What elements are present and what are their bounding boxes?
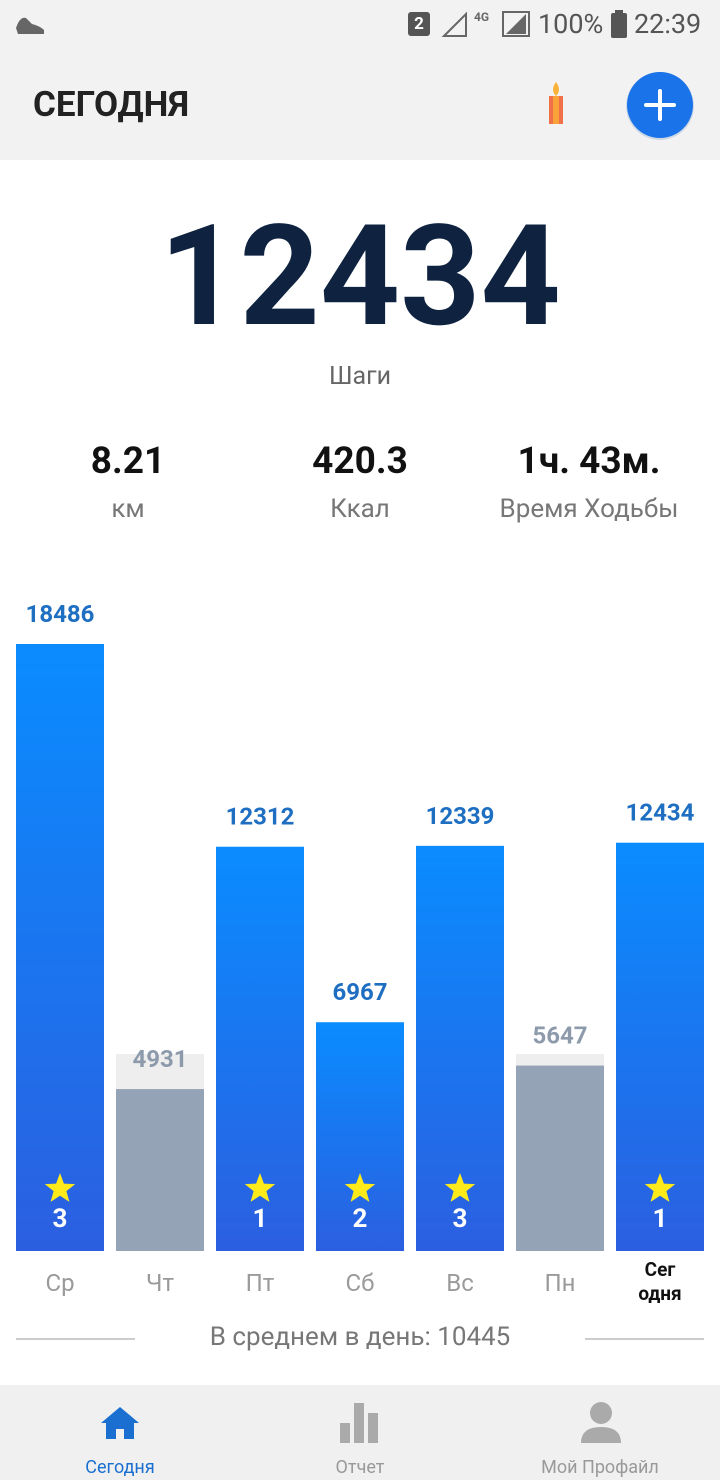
stat-value: 8.21 xyxy=(90,440,166,483)
weekly-chart: 18486 3 4931 12312 1 6967 2 12339 3 5647 12434 1 xyxy=(16,600,704,1251)
star-icon xyxy=(444,1173,476,1202)
value-label: 4931 xyxy=(132,1045,187,1073)
app-icon xyxy=(16,17,44,34)
bar xyxy=(116,1089,204,1251)
x-tick-label: Сб xyxy=(345,1269,375,1297)
bottom-nav xyxy=(0,1385,720,1480)
battery-percent: 100% xyxy=(538,8,604,40)
value-label: 12339 xyxy=(426,802,495,830)
streak-icon[interactable] xyxy=(544,80,568,126)
home-icon[interactable] xyxy=(100,1405,140,1441)
value-label: 5647 xyxy=(532,1022,587,1050)
report-icon[interactable] xyxy=(339,1401,381,1443)
star-count: 1 xyxy=(653,1204,668,1234)
star-count: 3 xyxy=(453,1204,468,1234)
x-tick-label: Сег одня xyxy=(638,1258,682,1305)
profile-icon[interactable] xyxy=(580,1401,622,1445)
stat-label: Время Ходьбы xyxy=(499,494,679,524)
x-tick-label: Пн xyxy=(544,1269,576,1297)
steps-label: Шаги xyxy=(328,362,392,391)
battery-icon xyxy=(611,10,627,38)
x-tick-label: Ср xyxy=(45,1269,75,1297)
bar-chart: 18486 3 4931 12312 1 6967 2 12339 3 5647 12434 1 xyxy=(16,600,704,1251)
step-count: 12434 xyxy=(159,195,561,359)
stat-value: 1ч. 43м. xyxy=(517,440,661,483)
add-button[interactable] xyxy=(624,69,698,143)
status-bar: 2 4G 100% 22:39 xyxy=(0,0,720,50)
sim-indicator: 2 xyxy=(408,12,430,36)
divider xyxy=(16,1338,704,1340)
x-tick-label: Пт xyxy=(245,1269,275,1297)
x-tick-label: Вс xyxy=(446,1269,474,1297)
nav-label[interactable]: Отчет xyxy=(335,1457,385,1478)
clock: 22:39 xyxy=(634,8,702,40)
network-indicator: 4G xyxy=(474,10,490,24)
signal-icon xyxy=(441,11,467,37)
value-label: 6967 xyxy=(332,978,387,1006)
nav-label[interactable]: Мой Профайл xyxy=(541,1457,659,1478)
stat-label: км xyxy=(111,494,145,524)
stat-label: Ккал xyxy=(330,494,390,524)
goal-remainder xyxy=(116,1054,204,1090)
bar xyxy=(516,1065,604,1251)
star-icon xyxy=(44,1173,76,1202)
value-label: 12434 xyxy=(626,799,695,827)
star-count: 1 xyxy=(253,1204,268,1234)
bar xyxy=(316,1022,404,1251)
page-title: СЕГОДНЯ xyxy=(33,84,190,125)
star-icon xyxy=(644,1173,676,1202)
value-label: 12312 xyxy=(226,803,295,831)
stat-value: 420.3 xyxy=(312,440,408,483)
star-icon xyxy=(344,1173,376,1202)
nav-label[interactable]: Сегодня xyxy=(85,1457,155,1478)
x-tick-label: Чт xyxy=(146,1269,174,1297)
bar xyxy=(16,644,104,1251)
signal-icon xyxy=(502,11,530,37)
star-count: 2 xyxy=(353,1204,368,1234)
app-bar: СЕГОДНЯ xyxy=(0,50,720,160)
star-icon xyxy=(244,1173,276,1202)
daily-average: В среднем в день: 10445 xyxy=(209,1322,511,1352)
value-label: 18486 xyxy=(26,600,95,628)
star-count: 3 xyxy=(53,1204,68,1234)
goal-remainder xyxy=(516,1054,604,1066)
